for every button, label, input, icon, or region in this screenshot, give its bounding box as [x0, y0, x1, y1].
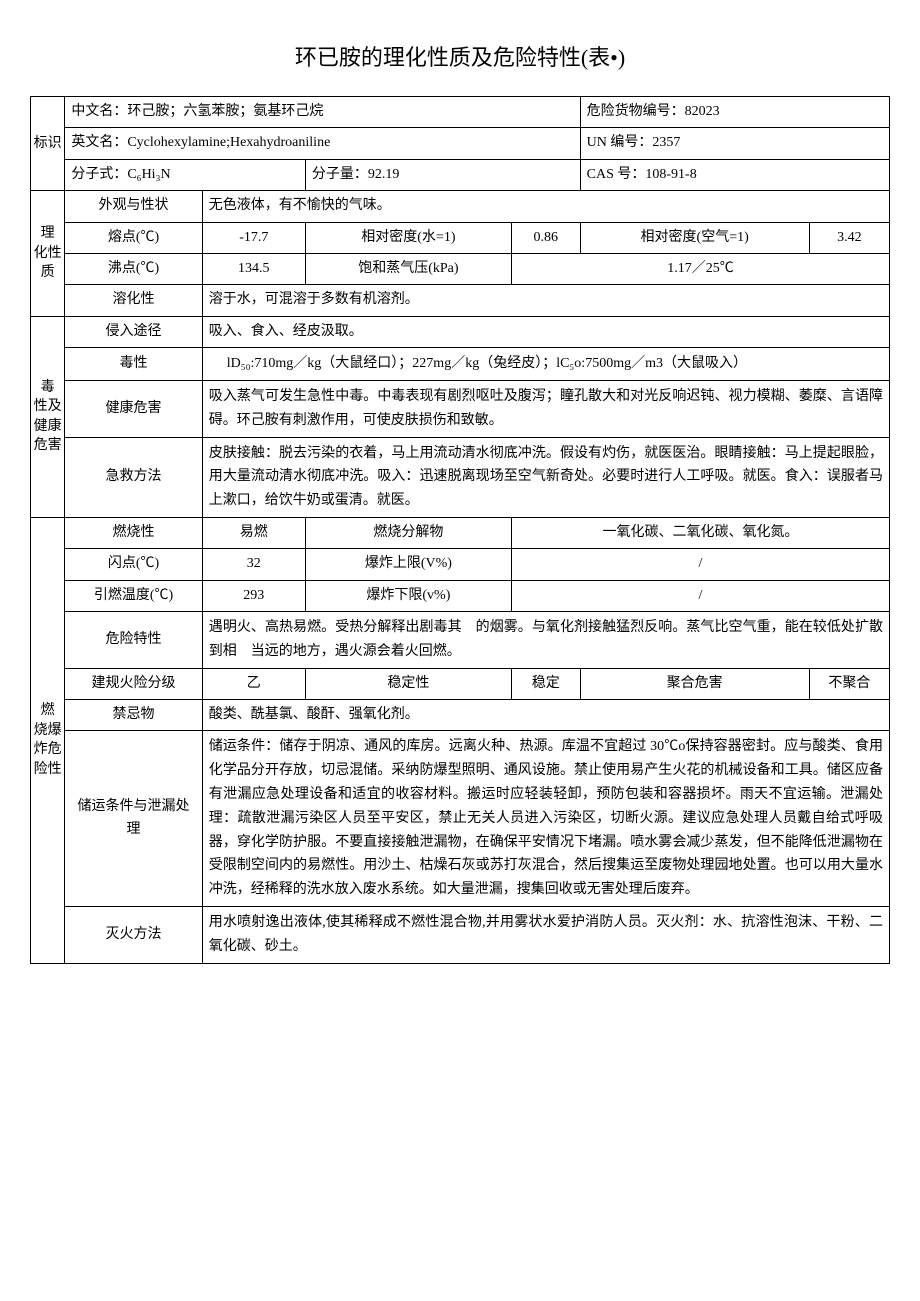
route: 吸入、食入、经皮汲取。: [202, 316, 889, 347]
table-row: 闪点(℃) 32 爆炸上限(V%) /: [31, 549, 890, 580]
storage-label: 储运条件与泄漏处理: [65, 731, 202, 907]
table-row: 储运条件与泄漏处理 储运条件：储存于阴凉、通风的库房。远离火种、热源。库温不宜超…: [31, 731, 890, 907]
decomp: 一氧化碳、二氧化碳、氧化氮。: [511, 517, 889, 548]
route-label: 侵入途径: [65, 316, 202, 347]
flamm-label: 燃烧性: [65, 517, 202, 548]
fireclass-label: 建规火险分级: [65, 668, 202, 699]
appearance: 无色液体，有不愉快的气味。: [202, 191, 889, 222]
sol-label: 溶化性: [65, 285, 202, 316]
ait: 293: [202, 580, 305, 611]
health: 吸入蒸气可发生急性中毒。中毒表现有剧烈呕吐及腹泻；瞳孔散大和对光反响迟钝、视力模…: [202, 380, 889, 437]
formula: 分子式：C₆Hi₃N: [65, 159, 305, 190]
table-row: 毒 性及 健康 危害 侵入途径 吸入、食入、经皮汲取。: [31, 316, 890, 347]
aid: 皮肤接触：脱去污染的衣着，马上用流动清水彻底冲洗。假设有灼伤，就医医治。眼睛接触…: [202, 437, 889, 517]
hazchar-label: 危险特性: [65, 612, 202, 669]
sol: 溶于水，可混溶于多数有机溶剂。: [202, 285, 889, 316]
appearance-label: 外观与性状: [65, 191, 202, 222]
uel: /: [511, 549, 889, 580]
rd-water: 0.86: [511, 222, 580, 253]
cas: CAS 号：108-91-8: [580, 159, 889, 190]
flash-label: 闪点(℃): [65, 549, 202, 580]
hazchar: 遇明火、高热易燃。受热分解释出剧毒其 的烟雾。与氧化剂接触猛烈反响。蒸气比空气重…: [202, 612, 889, 669]
section-fire: 燃 烧爆 炸危 险性: [31, 517, 65, 963]
incomp: 酸类、酰基氯、酸酐、强氧化剂。: [202, 700, 889, 731]
table-row: 燃 烧爆 炸危 险性 燃烧性 易燃 燃烧分解物 一氧化碳、二氧化碳、氧化氮。: [31, 517, 890, 548]
vp-label: 饱和蒸气压(kPa): [305, 253, 511, 284]
table-row: 灭火方法 用水喷射逸出液体,使其稀释成不燃性混合物,并用雾状水爱护消防人员。灭火…: [31, 907, 890, 964]
bp-label: 沸点(℃): [65, 253, 202, 284]
hazcode: 危险货物编号：82023: [580, 97, 889, 128]
rd-water-label: 相对密度(水=1): [305, 222, 511, 253]
mp: -17.7: [202, 222, 305, 253]
table-row: 禁忌物 酸类、酰基氯、酸酐、强氧化剂。: [31, 700, 890, 731]
uel-label: 爆炸上限(V%): [305, 549, 511, 580]
table-row: 分子式：C₆Hi₃N 分子量：92.19 CAS 号：108-91-8: [31, 159, 890, 190]
table-row: 毒性 lD₅₀:710mg／kg（大鼠经口）；227mg／kg（兔经皮）；lC₅…: [31, 348, 890, 381]
table-row: 英文名：Cyclohexylamine;Hexahydroaniline UN …: [31, 128, 890, 159]
section-tox: 毒 性及 健康 危害: [31, 316, 65, 517]
stab-label: 稳定性: [305, 668, 511, 699]
mw: 分子量：92.19: [305, 159, 580, 190]
table-row: 理 化性质 外观与性状 无色液体，有不愉快的气味。: [31, 191, 890, 222]
section-ident: 标识: [31, 97, 65, 191]
table-row: 熔点(℃) -17.7 相对密度(水=1) 0.86 相对密度(空气=1) 3.…: [31, 222, 890, 253]
fireclass: 乙: [202, 668, 305, 699]
flamm: 易燃: [202, 517, 305, 548]
en-name: 英文名：Cyclohexylamine;Hexahydroaniline: [65, 128, 580, 159]
health-label: 健康危害: [65, 380, 202, 437]
storage: 储运条件：储存于阴凉、通风的库房。远离火种、热源。库温不宜超过 30℃o保持容器…: [202, 731, 889, 907]
table-row: 建规火险分级 乙 稳定性 稳定 聚合危害 不聚合: [31, 668, 890, 699]
table-row: 标识 中文名：环己胺；六氢苯胺；氨基环己烷 危险货物编号：82023: [31, 97, 890, 128]
lel: /: [511, 580, 889, 611]
table-row: 引燃温度(℃) 293 爆炸下限(v%) /: [31, 580, 890, 611]
aid-label: 急救方法: [65, 437, 202, 517]
ext-label: 灭火方法: [65, 907, 202, 964]
decomp-label: 燃烧分解物: [305, 517, 511, 548]
incomp-label: 禁忌物: [65, 700, 202, 731]
ait-label: 引燃温度(℃): [65, 580, 202, 611]
ext: 用水喷射逸出液体,使其稀释成不燃性混合物,并用雾状水爱护消防人员。灭火剂：水、抗…: [202, 907, 889, 964]
rd-air-label: 相对密度(空气=1): [580, 222, 809, 253]
page-title: 环已胺的理化性质及危险特性(表•): [30, 40, 890, 72]
flash: 32: [202, 549, 305, 580]
poly-label: 聚合危害: [580, 668, 809, 699]
lel-label: 爆炸下限(v%): [305, 580, 511, 611]
section-phys: 理 化性质: [31, 191, 65, 317]
bp: 134.5: [202, 253, 305, 284]
vp: 1.17／25℃: [511, 253, 889, 284]
un-number: UN 编号：2357: [580, 128, 889, 159]
table-row: 溶化性 溶于水，可混溶于多数有机溶剂。: [31, 285, 890, 316]
table-row: 健康危害 吸入蒸气可发生急性中毒。中毒表现有剧烈呕吐及腹泻；瞳孔散大和对光反响迟…: [31, 380, 890, 437]
rd-air: 3.42: [809, 222, 889, 253]
chemical-table: 标识 中文名：环己胺；六氢苯胺；氨基环己烷 危险货物编号：82023 英文名：C…: [30, 96, 890, 964]
cn-name: 中文名：环己胺；六氢苯胺；氨基环己烷: [65, 97, 580, 128]
tox: lD₅₀:710mg／kg（大鼠经口）；227mg／kg（兔经皮）；lC₅o:7…: [202, 348, 889, 381]
tox-label: 毒性: [65, 348, 202, 381]
table-row: 急救方法 皮肤接触：脱去污染的衣着，马上用流动清水彻底冲洗。假设有灼伤，就医医治…: [31, 437, 890, 517]
table-row: 沸点(℃) 134.5 饱和蒸气压(kPa) 1.17／25℃: [31, 253, 890, 284]
stab: 稳定: [511, 668, 580, 699]
table-row: 危险特性 遇明火、高热易燃。受热分解释出剧毒其 的烟雾。与氧化剂接触猛烈反响。蒸…: [31, 612, 890, 669]
poly: 不聚合: [809, 668, 889, 699]
mp-label: 熔点(℃): [65, 222, 202, 253]
